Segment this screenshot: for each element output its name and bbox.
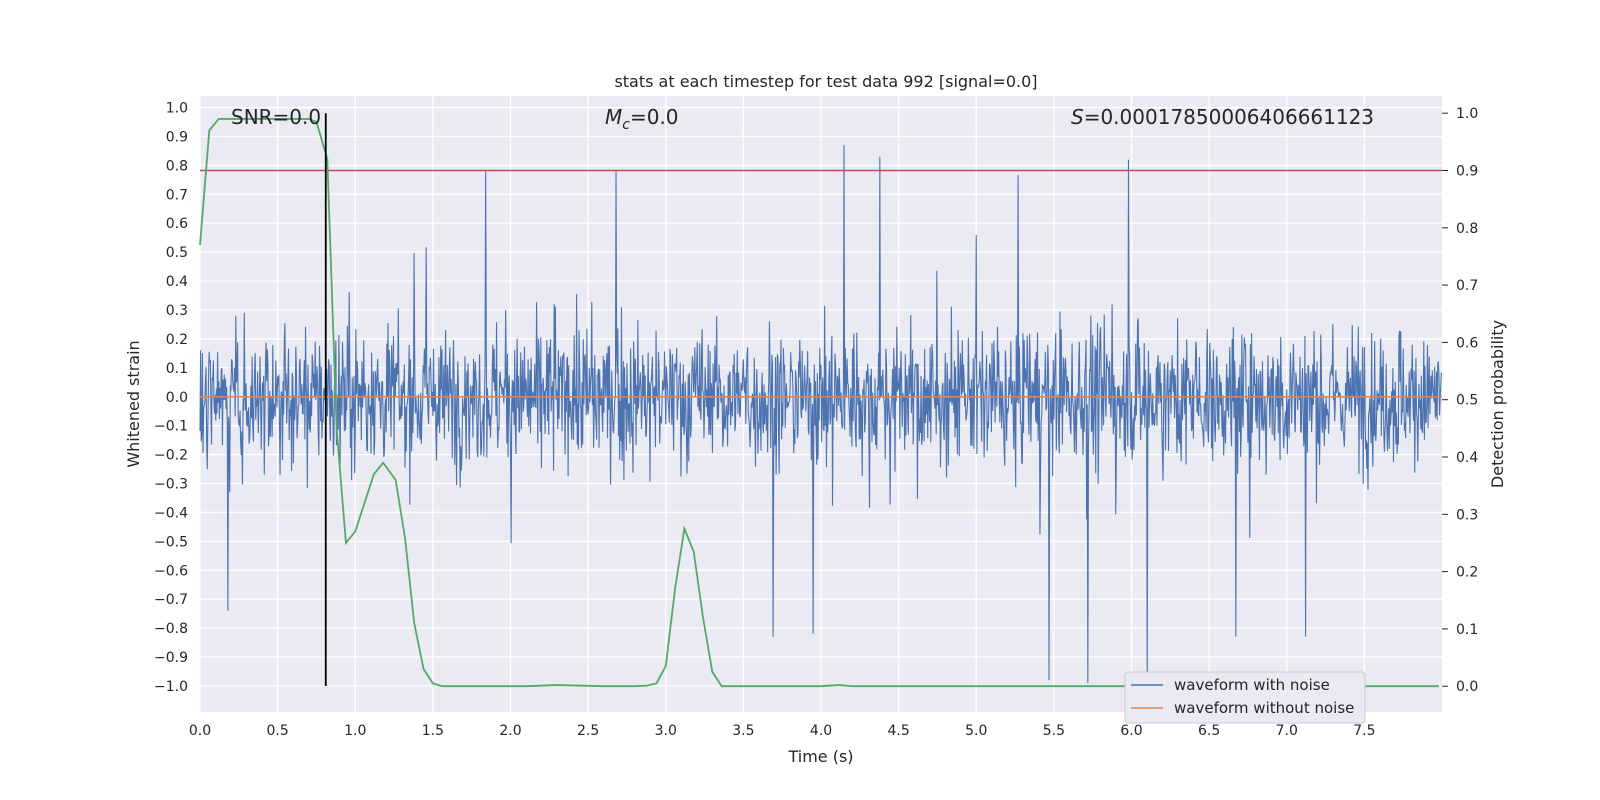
chirp-mass-symbol: M [605, 105, 622, 129]
y2-tick-label: 0.1 [1456, 622, 1478, 638]
x-tick-label: 7.5 [1353, 723, 1375, 739]
noisy-waveform-path [199, 145, 1442, 684]
y-tick-label: −0.1 [154, 419, 188, 435]
y-tick-label: −0.3 [154, 477, 188, 493]
y-tick-label: 0.1 [166, 361, 188, 377]
y2-tick-label: 0.6 [1456, 335, 1478, 351]
y-tick-label: 0.0 [166, 390, 188, 406]
y2-tick-label: 0.0 [1456, 679, 1478, 695]
x-tick-label: 7.0 [1276, 723, 1298, 739]
x-tick-label: 5.5 [1043, 723, 1065, 739]
x-tick-label: 0.5 [266, 723, 288, 739]
x-tick-label: 3.0 [655, 723, 677, 739]
x-tick-label: 0.0 [189, 723, 211, 739]
y2-axis-label: Detection probability [1488, 320, 1507, 488]
s-annotation: S=0.00017850006406661123 [1071, 105, 1374, 129]
x-tick-label: 5.0 [965, 723, 987, 739]
y-tick-label: −0.7 [154, 592, 188, 608]
x-tick-label: 4.0 [810, 723, 832, 739]
s-value: =0.00017850006406661123 [1084, 105, 1374, 129]
x-axis-label: Time (s) [787, 747, 853, 766]
x-tick-label: 2.0 [499, 723, 521, 739]
snr-annotation: SNR=0.0 [231, 105, 321, 129]
y-axis-ticks: 1.0 0.9 0.8 0.7 0.6 0.5 0.4 0.3 0.2 0.1 0.0 −0.1 −0.… [154, 101, 188, 695]
x-tick-label: 1.0 [344, 723, 366, 739]
x-tick-label: 3.5 [732, 723, 754, 739]
y-axis-label: Whitened strain [124, 340, 143, 467]
x-tick-label: 4.5 [887, 723, 909, 739]
y2-tick-label: 0.8 [1456, 221, 1478, 237]
y-tick-label: 0.4 [166, 274, 188, 290]
y-tick-label: −1.0 [154, 679, 188, 695]
y2-tick-label: 1.0 [1456, 106, 1478, 122]
y2-tick-label: 0.5 [1456, 393, 1478, 409]
y-tick-label: −0.9 [154, 650, 188, 666]
y2-tick-label: 0.2 [1456, 565, 1478, 581]
y-tick-label: −0.5 [154, 534, 188, 550]
x-tick-label: 1.5 [422, 723, 444, 739]
y2-tick-label: 0.4 [1456, 450, 1478, 466]
y2-tick-label: 0.9 [1456, 163, 1478, 179]
y-tick-label: −0.6 [154, 563, 188, 579]
y-tick-label: −0.2 [154, 448, 188, 464]
y-tick-label: 1.0 [166, 101, 188, 117]
chart-title: stats at each timestep for test data 992… [614, 72, 1037, 91]
y2-axis-ticks: 1.0 0.9 0.8 0.7 0.6 0.5 0.4 0.3 0.2 0.1 0.0 [1442, 106, 1478, 695]
legend-label-clean: waveform without noise [1174, 699, 1354, 717]
legend-label-noisy: waveform with noise [1174, 676, 1330, 694]
chirp-mass-value: =0.0 [630, 105, 679, 129]
y-tick-label: 0.2 [166, 332, 188, 348]
y-tick-label: 0.9 [166, 129, 188, 145]
y-tick-label: 0.7 [166, 187, 188, 203]
x-tick-label: 6.0 [1120, 723, 1142, 739]
x-tick-label: 6.5 [1198, 723, 1220, 739]
y-tick-label: 0.6 [166, 216, 188, 232]
chirp-mass-annotation: Mc=0.0 [605, 105, 679, 133]
series-waveform-with-noise [199, 145, 1442, 684]
y-tick-label: 0.5 [166, 245, 188, 261]
x-tick-label: 2.5 [577, 723, 599, 739]
s-symbol: S [1071, 105, 1084, 129]
chirp-mass-subscript: c [622, 117, 630, 133]
y-tick-label: 0.3 [166, 303, 188, 319]
y-tick-label: −0.8 [154, 621, 188, 637]
y-tick-label: −0.4 [154, 505, 188, 521]
x-axis-ticks: 0.0 0.5 1.0 1.5 2.0 2.5 3.0 3.5 4.0 4.5 5.0 5.5 6.0 6… [189, 723, 1376, 739]
legend: waveform with noise waveform without noi… [1124, 671, 1366, 724]
y2-tick-label: 0.7 [1456, 278, 1478, 294]
legend-box [1124, 671, 1366, 724]
y2-tick-label: 0.3 [1456, 507, 1478, 523]
series-detection-probability [199, 118, 1439, 688]
y-tick-label: 0.8 [166, 158, 188, 174]
